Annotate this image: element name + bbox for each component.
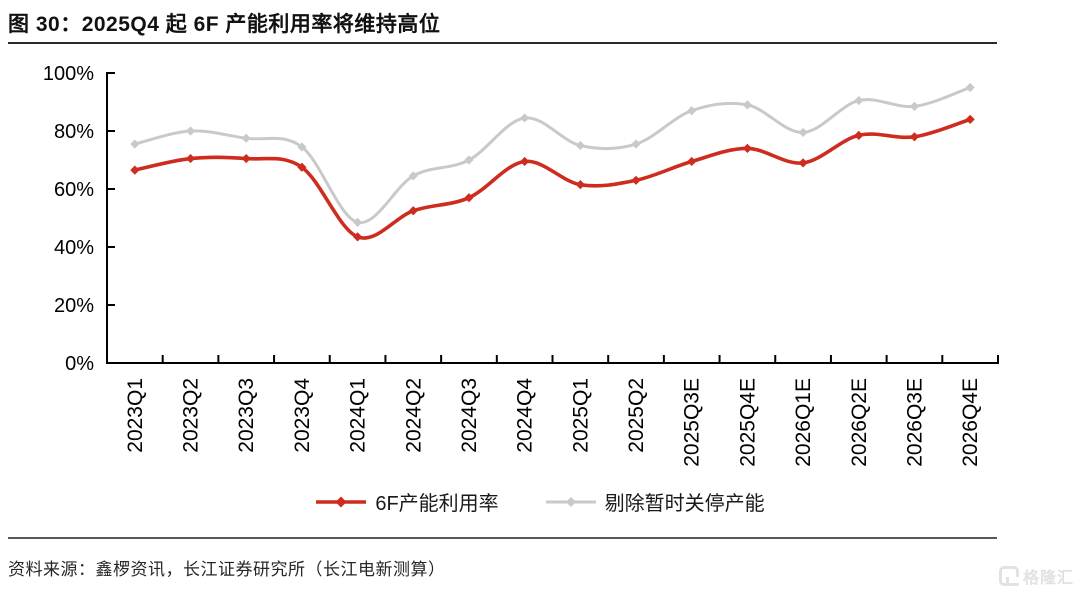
figure-title: 图 30：2025Q4 起 6F 产能利用率将维持高位 <box>8 13 441 36</box>
diamond-marker <box>297 142 307 152</box>
diamond-marker <box>408 206 418 216</box>
x-axis-labels: 2023Q1 2023Q2 2023Q3 2023Q4 2024Q1 2024Q2 2024… <box>124 378 982 467</box>
diamond-marker <box>798 158 808 168</box>
x-tick-label: 2024Q3 <box>458 378 481 453</box>
diamond-marker <box>352 232 363 242</box>
y-tick-label: 60% <box>54 179 94 201</box>
x-tick-label: 2025Q3E <box>681 378 704 467</box>
y-tick-label: 40% <box>54 237 94 259</box>
legend-item-utilization: 6F产能利用率 <box>315 487 499 516</box>
legend-label: 6F产能利用率 <box>375 493 499 515</box>
series-1 <box>130 82 975 227</box>
x-tick-label: 2025Q1 <box>569 378 592 453</box>
diamond-marker <box>130 165 140 175</box>
y-tick-label: 100% <box>43 63 94 85</box>
diamond-marker <box>520 113 530 123</box>
x-tick-label: 2024Q2 <box>402 378 425 453</box>
y-tick-label: 0% <box>65 353 94 375</box>
x-tick-label: 2025Q2 <box>625 378 648 453</box>
diamond-marker <box>464 155 474 165</box>
diamond-marker <box>854 95 864 106</box>
diamond-marker <box>687 156 697 167</box>
diamond-marker <box>241 133 251 143</box>
diamond-marker <box>185 126 196 136</box>
diamond-marker <box>687 106 697 116</box>
x-tick-label: 2025Q4E <box>736 378 759 467</box>
watermark-text: 格隆汇 <box>1022 570 1074 587</box>
diamond-marker <box>241 153 251 164</box>
axes <box>106 72 999 364</box>
diamond-marker <box>408 171 418 181</box>
x-tick-label: 2026Q2E <box>848 378 871 467</box>
diamond-marker <box>742 143 753 153</box>
diamond-marker <box>520 156 530 167</box>
diamond-marker <box>854 130 864 140</box>
x-tick-label: 2023Q1 <box>124 378 147 453</box>
diamond-marker <box>965 114 975 124</box>
x-tick-label: 2024Q4 <box>514 378 537 453</box>
line-chart: 0%20%40%60%80%100%2023Q1 2023Q2 2023Q3 2023… <box>43 63 999 467</box>
diamond-marker <box>297 162 307 172</box>
x-tick-label: 2026Q3E <box>903 378 926 467</box>
title-underline <box>8 42 997 44</box>
series-line <box>133 117 972 240</box>
diamond-marker <box>464 193 474 203</box>
y-tick-label: 20% <box>54 295 94 317</box>
diamond-marker <box>352 217 363 227</box>
series-0 <box>130 114 975 242</box>
series-line <box>133 86 972 224</box>
footer-divider <box>8 537 997 539</box>
diamond-marker <box>909 132 920 142</box>
diamond-marker <box>185 153 196 164</box>
x-tick-label: 2024Q1 <box>347 378 370 453</box>
legend-label: 剔除暂时关停产能 <box>604 493 765 515</box>
gelonghui-logo-icon <box>998 566 1019 586</box>
y-tick-label: 80% <box>54 121 94 143</box>
chart-legend: 6F产能利用率 剔除暂时关停产能 <box>0 487 1080 516</box>
source-note: 资料来源：鑫椤资讯，长江证券研究所（长江电新测算） <box>8 560 446 579</box>
legend-item-excl-shutdown: 剔除暂时关停产能 <box>545 487 765 516</box>
y-axis-labels: 0% 20% 40% 60% 80% 100% <box>43 63 94 375</box>
diamond-marker <box>742 100 753 110</box>
diamond-marker <box>575 140 585 151</box>
x-tick-label: 2026Q4E <box>959 378 982 467</box>
legend-swatch-line-diamond <box>545 496 596 507</box>
x-tick-label: 2023Q3 <box>235 378 258 453</box>
diamond-marker <box>130 139 140 149</box>
diamond-marker <box>631 175 641 185</box>
diamond-marker <box>798 127 808 138</box>
gelonghui-watermark: 格隆汇 <box>998 564 1074 588</box>
x-tick-label: 2026Q1E <box>792 378 815 467</box>
x-tick-label: 2023Q2 <box>180 378 203 453</box>
diamond-marker <box>575 180 585 190</box>
diamond-marker <box>965 82 975 93</box>
diamond-marker <box>909 101 920 111</box>
legend-swatch-line-diamond <box>316 496 367 507</box>
diamond-marker <box>631 139 641 149</box>
x-tick-label: 2023Q4 <box>291 378 314 453</box>
